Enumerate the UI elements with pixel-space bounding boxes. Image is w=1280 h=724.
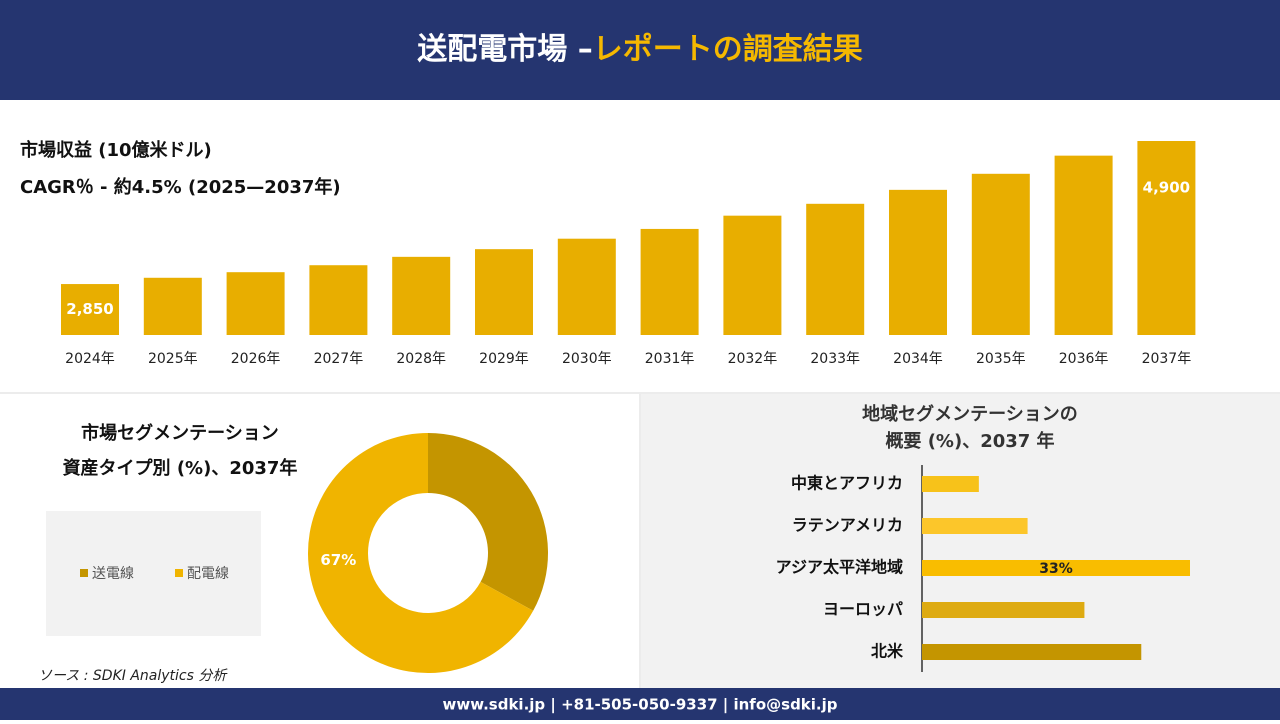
x-tick-label: 2025年: [148, 351, 198, 367]
x-tick-label: 2036年: [1059, 351, 1109, 367]
footer: www.sdki.jp | +81-505-050-9337 | info@sd…: [442, 696, 837, 715]
bar: [61, 284, 119, 335]
bar: [557, 238, 616, 335]
y-tick-label: 北米: [871, 642, 904, 661]
header-band: [0, 0, 1280, 100]
bar: [475, 249, 533, 335]
x-tick-label: 2037年: [1142, 351, 1192, 367]
chart-title: 市場収益 (10億米ドル): [20, 139, 212, 161]
donut-slice: [428, 433, 548, 611]
bar: [889, 189, 947, 335]
bar: [922, 518, 1028, 534]
chart-title: 市場セグメンテーション: [81, 422, 279, 444]
header-title-main: 送配電市場 –: [417, 32, 592, 67]
y-tick-label: ヨーロッパ: [823, 600, 903, 619]
legend-label: 送電線: [92, 566, 134, 582]
x-tick-label: 2024年: [65, 351, 115, 367]
x-tick-label: 2029年: [479, 351, 529, 367]
footer-band: [0, 688, 1280, 720]
bar: [971, 173, 1030, 335]
x-tick-label: 2035年: [976, 351, 1026, 367]
y-tick-label: ラテンアメリカ: [792, 516, 903, 535]
bar: [723, 215, 782, 335]
region-panel: [641, 394, 1280, 688]
donut-slice: [308, 433, 534, 673]
x-tick-label: 2026年: [231, 351, 281, 367]
source: ソース : SDKI Analytics 分析: [38, 668, 228, 684]
y-tick-label: アジア太平洋地域: [776, 558, 903, 577]
bar: [922, 602, 1085, 618]
bar: [640, 228, 699, 335]
chart-title: 概要 (%)、2037 年: [885, 430, 1054, 452]
bar: [226, 272, 285, 335]
x-tick-label: 2033年: [810, 351, 860, 367]
legend-label: 配電線: [187, 566, 229, 582]
x-tick-label: 2032年: [728, 351, 778, 367]
chart-title: 地域セグメンテーションの: [862, 403, 1078, 425]
data-label: 67%: [320, 551, 356, 569]
bar: [922, 560, 1190, 576]
y-tick-label: 中東とアフリカ: [791, 474, 903, 493]
header-title-highlight: レポートの調査結果: [593, 32, 863, 67]
x-tick-label: 2027年: [314, 351, 364, 367]
bar: [309, 265, 368, 335]
x-tick-label: 2028年: [396, 351, 446, 367]
bar: [143, 277, 202, 335]
x-tick-label: 2034年: [893, 351, 943, 367]
bar: [392, 256, 451, 335]
legend-swatch: [175, 569, 183, 577]
bar: [922, 476, 979, 492]
chart-subtitle: CAGR％ - 約4.5% (2025—2037年): [20, 176, 341, 198]
bar: [1054, 155, 1113, 335]
x-tick-label: 2030年: [562, 351, 612, 367]
legend-swatch: [80, 569, 88, 577]
chart-title: 資産タイプ別 (%)、2037年: [63, 457, 298, 479]
header-title: 送配電市場 –レポートの調査結果: [417, 32, 862, 67]
bar: [922, 644, 1142, 660]
data-label: 4,900: [1143, 179, 1190, 197]
bar: [806, 203, 865, 335]
bar: [1137, 141, 1196, 335]
data-label: 33%: [1039, 561, 1073, 577]
data-label: 2,850: [66, 300, 113, 318]
x-tick-label: 2031年: [645, 351, 695, 367]
